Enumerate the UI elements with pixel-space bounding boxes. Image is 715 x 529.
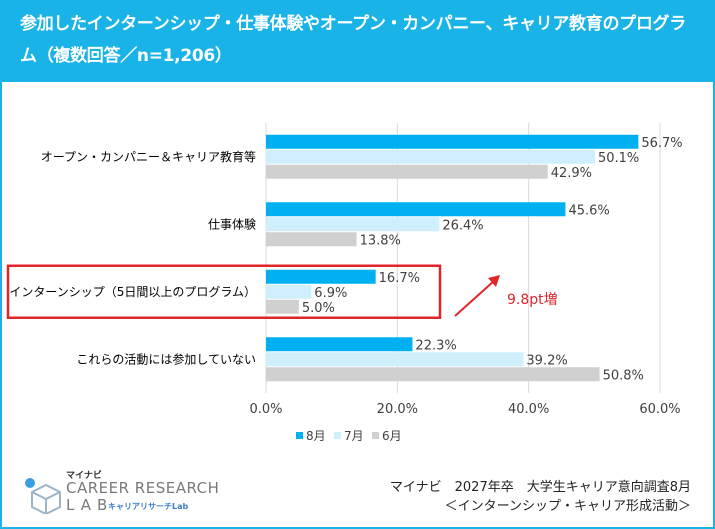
data-label: 13.8% [360, 233, 401, 248]
legend-label: 7月 [344, 429, 364, 443]
x-tick-label: 40.0% [508, 402, 549, 417]
logo-brand-top: マイナビ [66, 471, 102, 481]
data-label: 56.7% [641, 136, 682, 151]
x-tick-label: 0.0% [249, 402, 282, 417]
data-label: 50.8% [603, 368, 644, 383]
x-tick-label: 20.0% [377, 402, 418, 417]
data-label: 45.6% [568, 203, 609, 218]
data-label: 26.4% [442, 218, 483, 233]
data-label: 22.3% [415, 338, 456, 353]
bar [266, 284, 312, 299]
data-label: 42.9% [551, 166, 592, 181]
source-line2: ＜インターンシップ・キャリア形成活動＞ [444, 499, 691, 514]
legend-label: 6月 [382, 429, 402, 443]
logo-line1: CAREER RESEARCH [66, 479, 220, 497]
source-line1: マイナビ 2027年卒 大学生キャリア意向調査8月 [389, 480, 691, 495]
bar [266, 299, 299, 314]
bar [266, 367, 600, 382]
bar [266, 217, 440, 232]
bar [266, 149, 595, 164]
chart-title: 参加したインターンシップ・仕事体験やオープン・カンパニー、キャリア教育のプログラ… [20, 14, 686, 66]
title-banner: 参加したインターンシップ・仕事体験やオープン・カンパニー、キャリア教育のプログラ… [2, 2, 713, 82]
bar [266, 232, 357, 247]
highlight-box [6, 264, 442, 319]
cube-logo-icon [25, 478, 61, 514]
legend-swatch [334, 432, 341, 439]
bar [266, 269, 376, 284]
annotation-arrowhead [488, 275, 500, 287]
category-label: 仕事体験 [208, 216, 256, 231]
data-label: 16.7% [379, 271, 420, 286]
legend-label: 8月 [306, 429, 326, 443]
logo-sub: キャリアリサーチLab [108, 502, 189, 511]
data-label: 6.9% [314, 286, 347, 301]
x-tick-label: 60.0% [639, 402, 680, 417]
legend-swatch [372, 432, 379, 439]
bar [266, 164, 548, 179]
legend-swatch [296, 432, 303, 439]
category-label: インターンシップ（5日間以上のプログラム） [9, 285, 256, 299]
data-label: 5.0% [302, 301, 335, 316]
bar [266, 202, 566, 217]
annotation-arrow [454, 280, 495, 317]
data-label: 50.1% [598, 151, 639, 166]
logo-line2: LAB [66, 496, 114, 514]
career-research-lab-logo: マイナビ CAREER RESEARCH LAB キャリアリサーチLab [22, 468, 222, 518]
source-note: マイナビ 2027年卒 大学生キャリア意向調査8月 ＜インターンシップ・キャリア… [390, 478, 691, 516]
bar [266, 134, 639, 149]
bar [266, 352, 524, 367]
bar [266, 337, 413, 352]
data-label: 39.2% [526, 353, 567, 368]
category-label: オープン・カンパニー＆キャリア教育等 [41, 149, 256, 164]
annotation-label: 9.8pt増 [507, 292, 558, 308]
category-label: これらの活動には参加していない [76, 351, 256, 366]
